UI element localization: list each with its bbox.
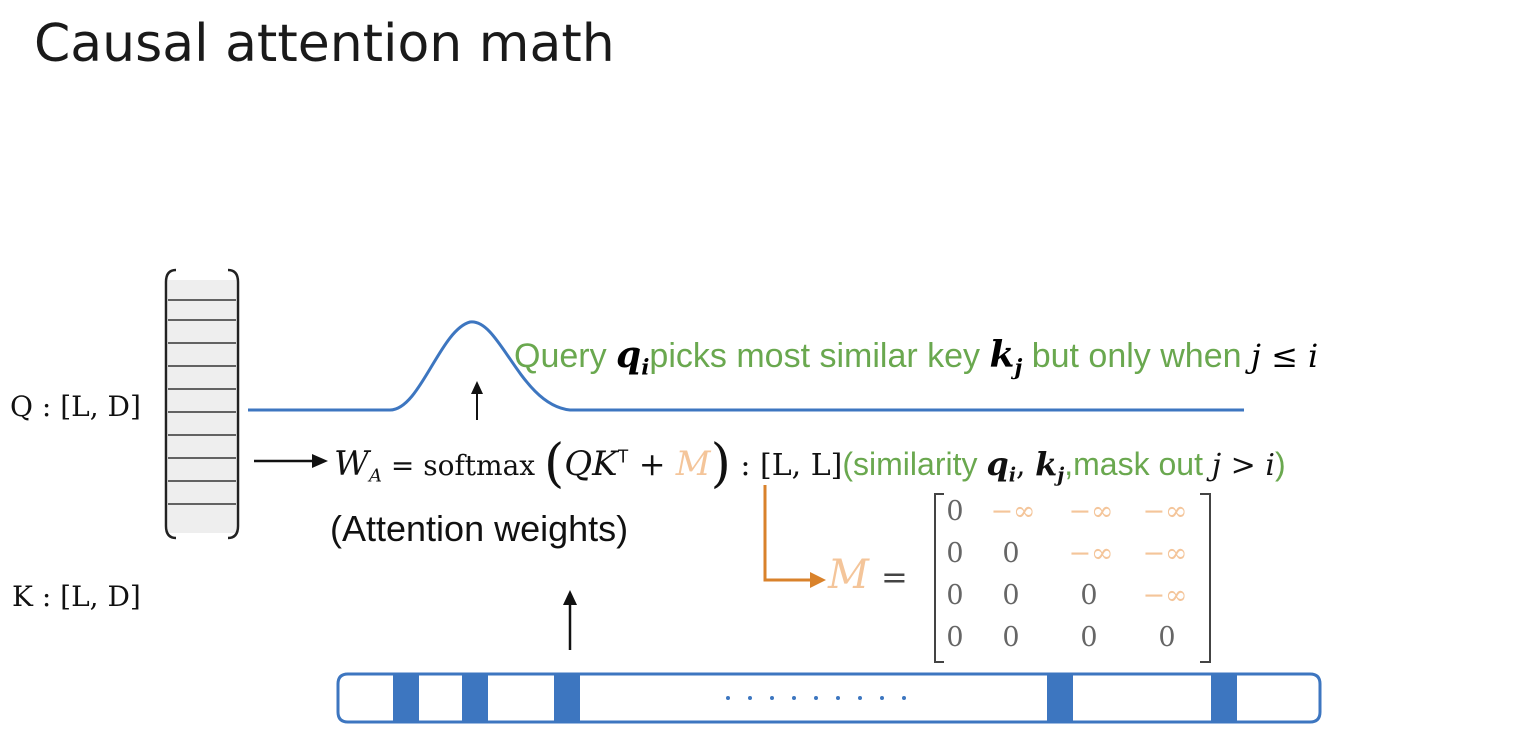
- matrix-cell: −∞: [1068, 538, 1114, 569]
- stack-body: [168, 280, 236, 533]
- mask-matrix: 0 −∞ −∞ −∞ 0 0 −∞ −∞ 0 0 0 −∞ 0 0 0 0: [930, 490, 1214, 664]
- ellipsis-dots: [726, 696, 906, 700]
- matrix-cell: −∞: [1142, 538, 1188, 569]
- k-shape-label: K : [L, D]: [12, 580, 141, 613]
- matrix-cell: 0: [946, 538, 964, 569]
- matrix-cell: 0: [946, 496, 964, 527]
- token-block: [1047, 674, 1073, 722]
- query-sentence: Query qipicks most similar key kj but on…: [514, 334, 1318, 381]
- matrix-cell: 0: [946, 580, 964, 611]
- causal-condition: j ≤ i: [1250, 337, 1319, 375]
- query-text-2: picks most similar key: [649, 337, 990, 375]
- token-block: [462, 674, 488, 722]
- token-block: [554, 674, 580, 722]
- matrix-cell: −∞: [1142, 496, 1188, 527]
- mask-equation: M =: [828, 552, 908, 598]
- attention-formula: WA = softmax (QKT + M) : [L, L](similari…: [334, 434, 1286, 494]
- up-arrow-icon: [563, 590, 577, 650]
- similarity-peak-curve: [248, 320, 1244, 412]
- token-block: [393, 674, 419, 722]
- token-sequence: [336, 672, 1322, 724]
- token-block: [1211, 674, 1237, 722]
- matrix-cell: 0: [1080, 580, 1098, 611]
- query-text-3: but only when: [1022, 337, 1251, 375]
- up-arrow-icon: [471, 381, 483, 420]
- matrix-cell: 0: [1080, 622, 1098, 653]
- matrix-cell: 0: [1002, 622, 1020, 653]
- query-key-stack: [164, 268, 240, 540]
- matrix-cell: 0: [1002, 580, 1020, 611]
- matrix-cell: 0: [946, 622, 964, 653]
- kj-symbol: kj: [989, 334, 1023, 381]
- matrix-cell: −∞: [1068, 496, 1114, 527]
- mask-symbol: M: [675, 444, 711, 484]
- q-shape-label: Q : [L, D]: [10, 390, 141, 423]
- matrix-cell: 0: [1158, 622, 1176, 653]
- query-text-1: Query: [514, 337, 617, 375]
- attention-weights-caption: (Attention weights): [330, 508, 629, 549]
- qi-symbol: qi: [616, 334, 650, 381]
- matrix-brackets: [934, 493, 1211, 663]
- right-arrow-icon: [254, 454, 328, 468]
- matrix-cell: −∞: [1142, 580, 1188, 611]
- page-title: Causal attention math: [34, 14, 615, 74]
- stack-right-bracket: [227, 268, 240, 540]
- similarity-note: (similarity: [842, 446, 987, 482]
- matrix-cell: −∞: [990, 496, 1036, 527]
- stack-left-bracket: [164, 268, 177, 540]
- mask-arrow: [763, 485, 826, 588]
- matrix-cell: 0: [1002, 538, 1020, 569]
